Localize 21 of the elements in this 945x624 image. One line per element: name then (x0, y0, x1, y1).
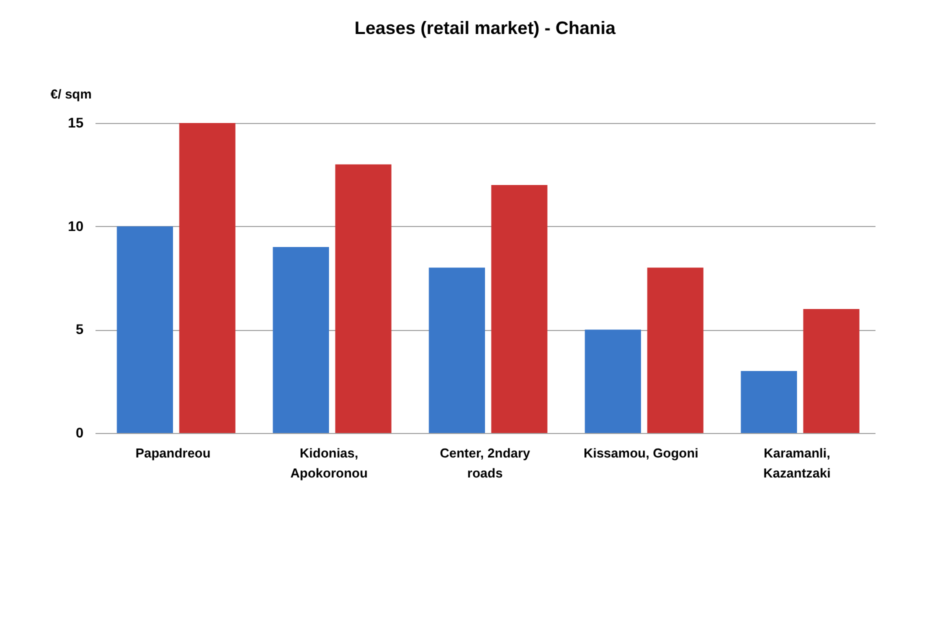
x-tick-label: Papandreou (135, 446, 211, 460)
x-tick-label: Karamanli, Kazantzaki (763, 446, 831, 480)
x-tick-label: Kissamou, Gogoni (584, 446, 698, 460)
bar (179, 123, 236, 433)
y-axis-title: €/ sqm (50, 86, 92, 102)
bar (335, 164, 392, 433)
bar (740, 371, 797, 433)
x-tick-label: Center, 2ndary roads (440, 446, 531, 480)
bar (272, 247, 329, 433)
bar (116, 226, 173, 433)
y-tick-label: 5 (76, 321, 84, 338)
y-tick-label: 10 (68, 218, 84, 234)
y-tick-label: 0 (76, 424, 84, 440)
chart-title: Leases (retail market) - Chania (354, 18, 617, 38)
bar (647, 268, 704, 433)
bar (803, 309, 860, 433)
y-tick-label: 15 (68, 114, 84, 130)
x-tick-label: Kidonias, Apokoronou (290, 446, 368, 480)
bar (428, 268, 485, 433)
bar (584, 330, 641, 433)
bar (491, 185, 548, 433)
